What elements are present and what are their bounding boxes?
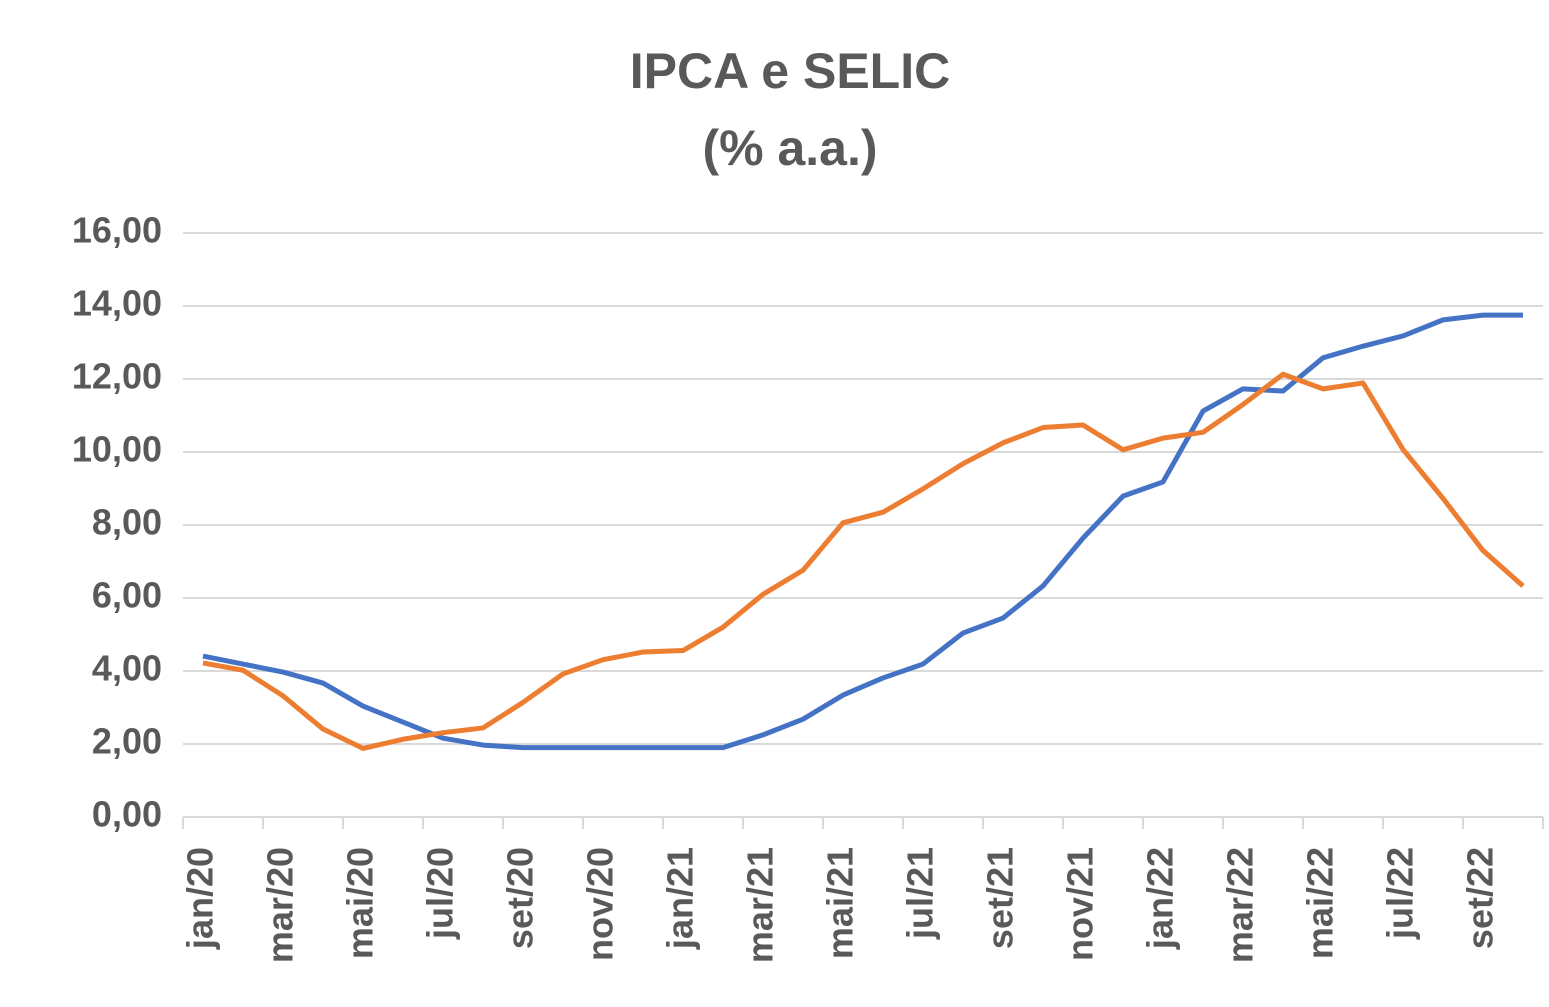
- series-line: [202, 312, 1523, 751]
- y-tick-label: 2,00: [92, 721, 162, 762]
- y-tick-label: 8,00: [92, 502, 162, 543]
- x-tick-label: mar/22: [1220, 847, 1261, 963]
- x-tick-label: set/20: [500, 847, 541, 949]
- y-tick-label: 6,00: [92, 575, 162, 616]
- x-tick-label: mai/20: [340, 847, 381, 959]
- y-tick-label: 14,00: [72, 283, 162, 324]
- y-tick-label: 12,00: [72, 356, 162, 397]
- x-tick-label: mar/20: [260, 847, 301, 963]
- x-tick-label: nov/20: [580, 847, 621, 961]
- y-tick-label: 10,00: [72, 429, 162, 470]
- y-tick-label: 16,00: [72, 210, 162, 251]
- series-line: [202, 371, 1525, 751]
- x-tick-label: jan/22: [1140, 847, 1181, 950]
- x-tick-label: nov/21: [1060, 847, 1101, 961]
- x-tick-label: mai/21: [820, 847, 861, 959]
- x-tick-label: set/22: [1460, 847, 1501, 949]
- x-tick-label: mai/22: [1300, 847, 1341, 959]
- x-tick-label: jul/22: [1380, 847, 1421, 940]
- x-tick-label: mar/21: [740, 847, 781, 963]
- y-tick-label: 0,00: [92, 794, 162, 835]
- x-tick-label: set/21: [980, 847, 1021, 949]
- x-tick-label: jul/21: [900, 847, 941, 940]
- chart-subtitle: (% a.a.): [702, 120, 877, 176]
- chart-title: IPCA e SELIC: [630, 43, 950, 99]
- y-tick-label: 4,00: [92, 648, 162, 689]
- x-tick-label: jan/21: [660, 847, 701, 950]
- x-tick-label: jul/20: [420, 847, 461, 940]
- x-tick-label: jan/20: [180, 847, 221, 950]
